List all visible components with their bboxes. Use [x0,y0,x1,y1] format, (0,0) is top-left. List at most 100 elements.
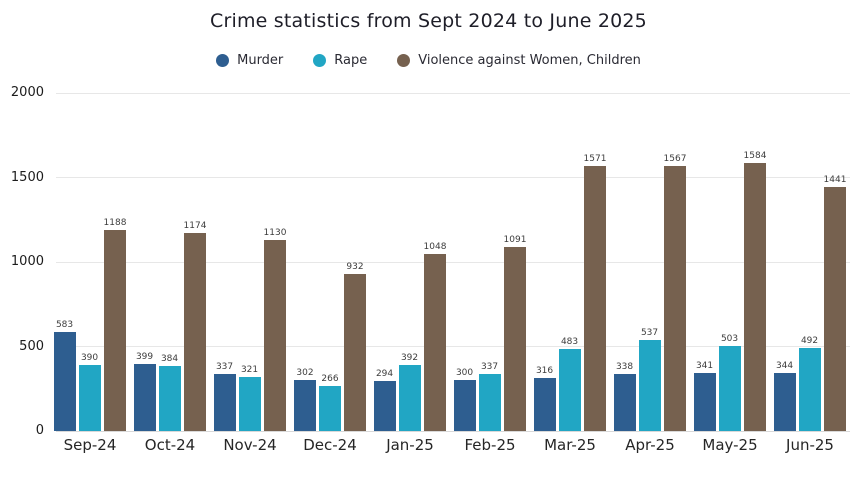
bar-group-Jun-25: 344 492 1441 [770,93,850,431]
y-tick-label-500: 500 [19,338,44,354]
bar-value-label: 399 [135,351,154,362]
bar-value-label: 392 [400,352,419,363]
bar-value-label: 1441 [823,175,847,186]
bar-wrap: 338 [613,93,636,431]
bar-wrap: 492 [798,93,821,431]
bar-murder-Sep-24 [53,332,76,431]
bar-violence-against-women-children-Sep-24 [104,230,126,431]
bar-murder-Apr-25 [613,373,636,431]
bar-group-May-25: 341 503 1584 [690,93,770,431]
bar-group-Apr-25: 338 537 1567 [610,93,690,431]
bar-violence-against-women-children-Apr-25 [664,166,686,431]
legend-label: Murder [237,53,284,68]
bar-value-label: 302 [296,367,314,378]
bar-value-label: 1584 [743,151,767,162]
x-tick-label-Mar-25: Mar-25 [544,436,596,454]
bar-value-label: 1571 [583,153,607,164]
bar-wrap: 1188 [104,93,126,431]
bar-wrap: 316 [533,93,556,431]
bar-wrap: 1584 [743,93,767,431]
bar-value-label: 537 [640,328,659,339]
bar-group-Feb-25: 300 337 1091 [450,93,530,431]
gridline-1500 [56,177,850,178]
bar-rape-Feb-25 [478,374,501,431]
x-tick-label-Oct-24: Oct-24 [144,436,196,454]
x-tick-label-May-25: May-25 [702,436,758,454]
bar-value-label: 1567 [663,154,687,165]
bar-rape-Mar-25 [558,349,581,431]
legend-dot-icon [397,54,411,67]
bar-rape-Oct-24 [158,366,181,431]
legend-dot-icon [216,54,230,67]
y-tick-label-2000: 2000 [10,85,44,100]
bar-value-label: 483 [560,337,579,348]
legend-label: Violence against Women, Children [418,53,641,68]
legend-item-3[interactable]: Violence against Women, Children [397,53,641,68]
bar-violence-against-women-children-Dec-24 [344,273,366,431]
bar-wrap: 294 [373,93,396,431]
x-tick-label-Sep-24: Sep-24 [63,436,117,454]
bar-value-label: 932 [346,261,364,272]
bar-value-label: 294 [375,369,394,380]
bar-wrap: 503 [718,93,741,431]
bar-value-label: 338 [615,361,634,372]
bar-wrap: 341 [693,93,716,431]
bar-violence-against-women-children-Oct-24 [184,232,206,431]
bar-group-Mar-25: 316 483 1571 [530,93,610,431]
bar-wrap: 302 [294,93,316,431]
gridline-2000 [56,92,850,94]
legend-item-1[interactable]: Murder [216,53,283,68]
bar-violence-against-women-children-Jan-25 [424,253,446,431]
bar-wrap: 392 [398,93,421,431]
x-axis: Sep-24 Oct-24 Nov-24 Dec-24 Jan-25 Feb-25 Mar-… [50,436,850,454]
bar-wrap: 1048 [424,93,446,431]
bar-group-Nov-24: 337 321 1130 [210,93,290,431]
legend-item-2[interactable]: Rape [313,53,367,68]
bar-value-label: 337 [215,362,234,373]
bar-murder-Oct-24 [133,363,156,431]
bar-value-label: 583 [55,320,74,331]
legend-label: Rape [334,53,368,68]
gridline-500 [56,346,850,347]
bar-value-label: 384 [160,354,179,365]
bar-rape-Jan-25 [398,364,421,431]
bar-value-label: 1174 [183,220,207,231]
bar-rape-Nov-24 [238,376,261,431]
bar-murder-Nov-24 [213,374,236,431]
bar-wrap: 1441 [823,93,847,431]
bar-wrap: 1091 [503,93,527,431]
bar-value-label: 337 [480,362,499,373]
bar-murder-Dec-24 [294,379,316,431]
bar-wrap: 583 [53,93,76,431]
bar-rape-Sep-24 [78,365,101,431]
bar-wrap: 1130 [263,93,287,431]
bar-value-label: 266 [321,374,339,385]
x-tick-label-Apr-25: Apr-25 [625,436,675,454]
bar-murder-Mar-25 [533,377,556,431]
bar-value-label: 492 [800,335,819,346]
bar-value-label: 390 [80,353,99,364]
bar-wrap: 483 [558,93,581,431]
bar-wrap: 1567 [663,93,687,431]
x-tick-label-Feb-25: Feb-25 [464,436,516,454]
bar-value-label: 1091 [503,234,527,245]
bar-violence-against-women-children-Nov-24 [264,240,286,431]
x-tick-label-Nov-24: Nov-24 [223,436,277,454]
bar-value-label: 1130 [263,228,287,239]
bar-value-label: 503 [720,334,739,344]
bar-group-Dec-24: 302 266 932 [290,93,370,431]
bar-wrap: 1571 [583,93,607,431]
bar-murder-Feb-25 [453,380,476,431]
y-axis: 0 500 1000 1500 2000 [0,85,44,438]
y-tick-label-1000: 1000 [10,254,44,269]
bar-murder-Jun-25 [773,372,796,431]
bar-wrap: 390 [78,93,101,431]
bar-wrap: 266 [319,93,341,431]
bar-wrap: 321 [238,93,261,431]
bar-wrap: 537 [638,93,661,431]
chart-legend: Murder Rape Violence against Women, Childr… [0,53,857,68]
bar-wrap: 337 [478,93,501,431]
bar-value-label: 300 [455,368,474,379]
bar-groups: 583 390 1188 399 384 1174 337 321 1130 302 266 932 2… [50,93,850,431]
